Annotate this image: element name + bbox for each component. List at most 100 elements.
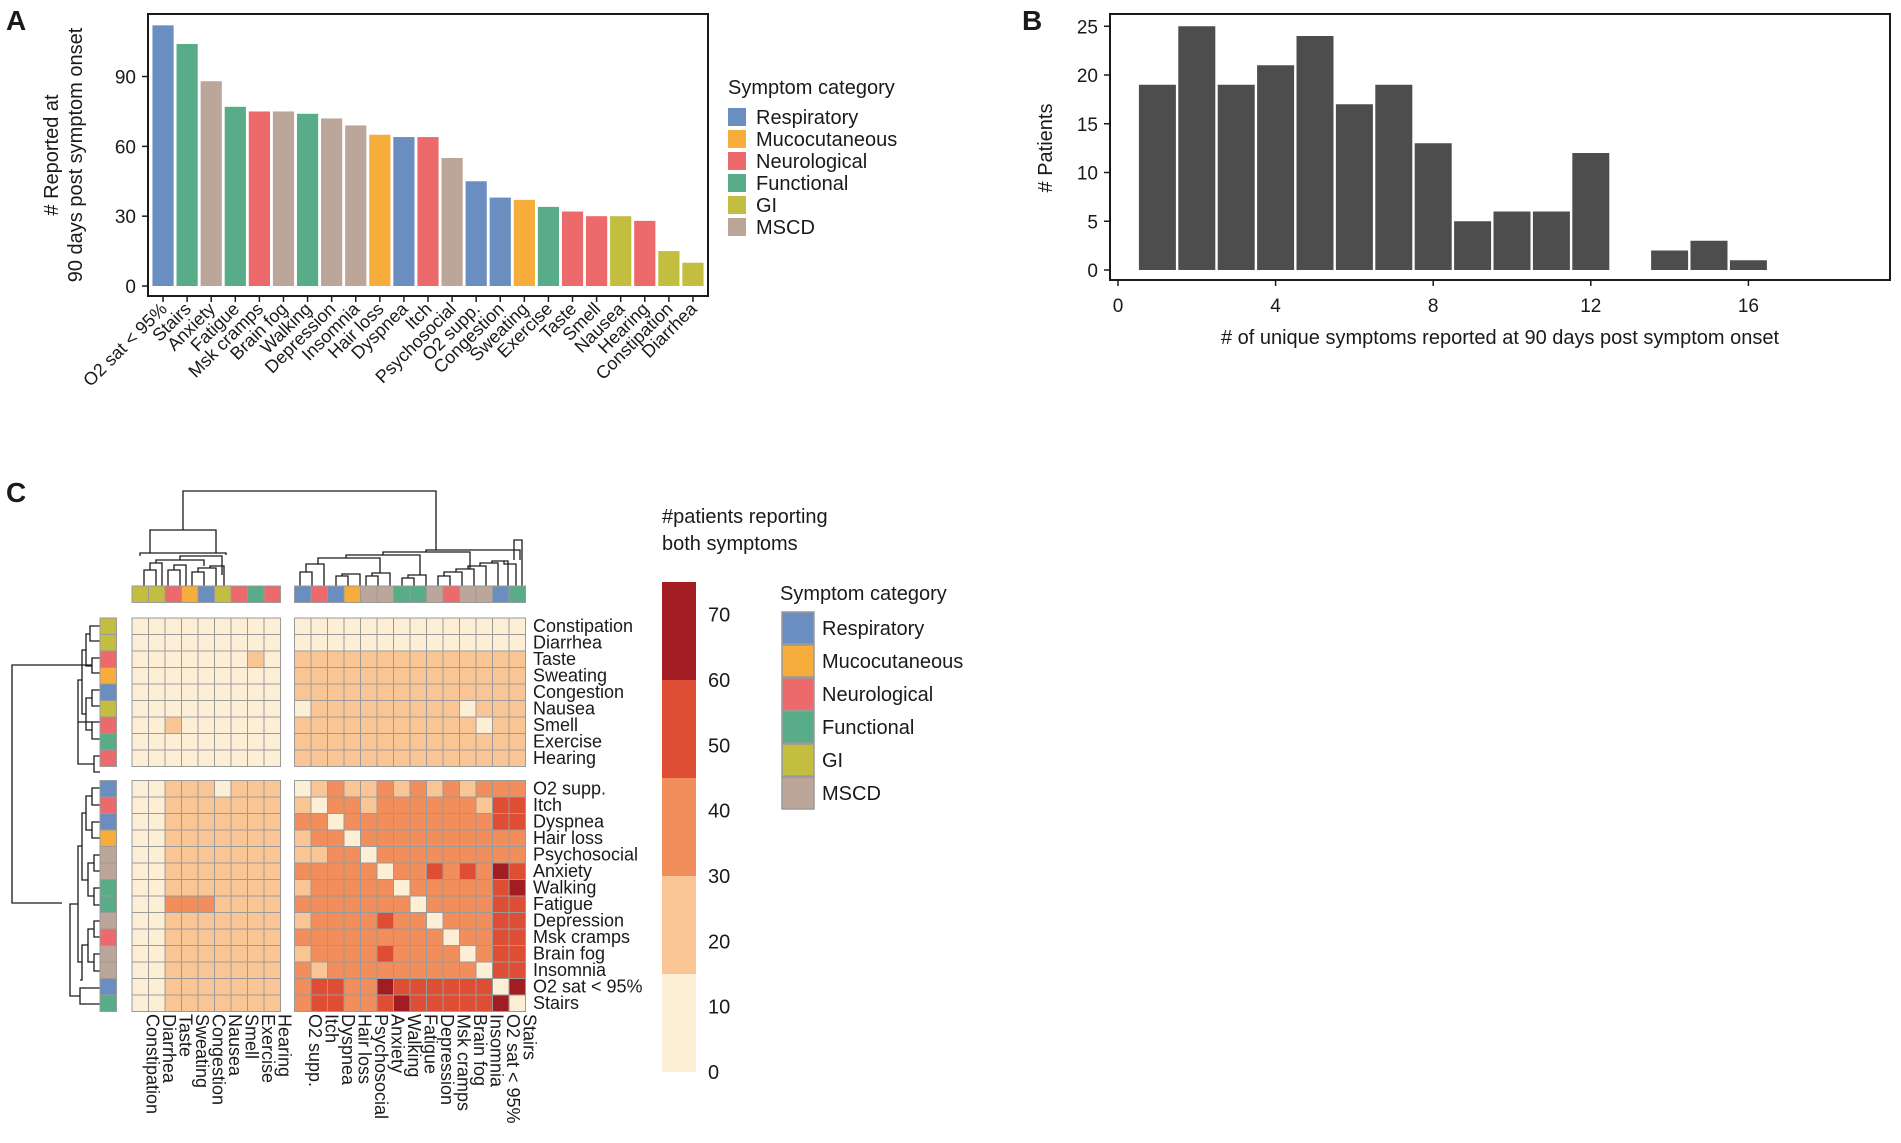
cell-hearing--constipation <box>131 749 149 767</box>
row-annot-brain-fog <box>99 945 117 963</box>
col-annot-smell <box>230 585 248 603</box>
cell-o2-supp--psychosocial <box>360 780 378 798</box>
cell-diarrhea--hearing <box>263 634 281 652</box>
cell-fatigue--diarrhea <box>148 895 166 913</box>
cell-itch--hair-loss <box>343 796 361 814</box>
cell-exercise--anxiety <box>376 733 394 751</box>
cell-insomnia--constipation <box>131 961 149 979</box>
cell-hair-loss--constipation <box>131 829 149 847</box>
cell-sweating--diarrhea <box>148 667 166 685</box>
panel-b-bar-14 <box>1651 250 1689 270</box>
cell-stairs--sweating <box>181 994 199 1012</box>
cell-o2-supp--hair-loss <box>343 780 361 798</box>
row-label-insomnia: Insomnia <box>533 960 607 980</box>
cell-sweating--itch <box>310 667 328 685</box>
col-annot-o2-sat-95 <box>492 585 510 603</box>
col-annot-hair-loss <box>343 585 361 603</box>
cell-insomnia--o2-supp <box>294 961 312 979</box>
legend-a-label-functional: Functional <box>756 173 848 195</box>
row-label-anxiety: Anxiety <box>533 861 592 881</box>
cell-exercise--dyspnea <box>327 733 345 751</box>
cell-o2-supp--stairs <box>508 780 526 798</box>
cell-taste--insomnia <box>475 650 493 668</box>
panel-c-column-labels: ConstipationDiarrheaTasteSweatingCongest… <box>142 1014 539 1124</box>
bar-fatigue <box>224 106 246 286</box>
cell-sweating--hair-loss <box>343 667 361 685</box>
cell-exercise--constipation <box>131 733 149 751</box>
cell-hearing--itch <box>310 749 328 767</box>
col-annot-anxiety <box>376 585 394 603</box>
cell-anxiety--o2-sat-95 <box>492 862 510 880</box>
cell-stairs--itch <box>310 994 328 1012</box>
cell-anxiety--itch <box>310 862 328 880</box>
cell-anxiety--diarrhea <box>148 862 166 880</box>
cell-exercise--stairs <box>508 733 526 751</box>
cell-depression--nausea <box>214 912 232 930</box>
bar-itch <box>417 137 439 286</box>
col-dendro-root <box>182 490 437 550</box>
cell-brain-fog--msk-cramps <box>442 945 460 963</box>
col-label-nausea: Nausea <box>225 1014 245 1077</box>
cell-o2-sat-95--insomnia <box>475 978 493 996</box>
row-annot-stairs <box>99 994 117 1012</box>
cell-diarrhea--exercise <box>247 634 265 652</box>
cell-diarrhea--dyspnea <box>327 634 345 652</box>
cell-msk-cramps--dyspnea <box>327 928 345 946</box>
bar-constipation <box>658 251 680 286</box>
legend-c-label-gi: GI <box>822 750 843 772</box>
cell-taste--taste <box>164 650 182 668</box>
cell-stairs--o2-supp <box>294 994 312 1012</box>
cell-dyspnea--psychosocial <box>360 813 378 831</box>
cell-itch--anxiety <box>376 796 394 814</box>
cell-diarrhea--congestion <box>197 634 215 652</box>
cell-stairs--constipation <box>131 994 149 1012</box>
cell-fatigue--walking <box>393 895 411 913</box>
cell-o2-supp--sweating <box>181 780 199 798</box>
panel-a-ylabel-line1: # Reported at <box>41 94 63 216</box>
cell-constipation--dyspnea <box>327 617 345 635</box>
cell-depression--fatigue <box>409 912 427 930</box>
cell-brain-fog--dyspnea <box>327 945 345 963</box>
col-label-o2-supp: O2 supp. <box>305 1014 325 1087</box>
cell-fatigue--constipation <box>131 895 149 913</box>
cell-hearing--taste <box>164 749 182 767</box>
panel-a-ylabel-line2: 90 days post symptom onset <box>65 27 87 282</box>
cell-hair-loss--fatigue <box>409 829 427 847</box>
cell-walking--msk-cramps <box>442 879 460 897</box>
cell-o2-sat-95--walking <box>393 978 411 996</box>
cell-psychosocial--congestion <box>197 846 215 864</box>
cell-fatigue--exercise <box>247 895 265 913</box>
panel-b-x-axis: 0 4 8 12 16 <box>1113 280 1759 317</box>
cell-congestion--walking <box>393 683 411 701</box>
cell-o2-supp--fatigue <box>409 780 427 798</box>
cell-itch--fatigue <box>409 796 427 814</box>
cell-psychosocial--nausea <box>214 846 232 864</box>
cell-hearing--insomnia <box>475 749 493 767</box>
cell-nausea--taste <box>164 700 182 718</box>
color-scale-tick-0: 0 <box>708 1062 719 1084</box>
cell-anxiety--brain-fog <box>459 862 477 880</box>
cell-walking--sweating <box>181 879 199 897</box>
col-label-o2-sat-95: O2 sat < 95% <box>503 1014 523 1124</box>
cell-nausea--smell <box>230 700 248 718</box>
legend-a-swatch-functional <box>728 174 746 192</box>
cell-stairs--msk-cramps <box>442 994 460 1012</box>
cell-nausea--fatigue <box>409 700 427 718</box>
panel-b-xtick-label-0: 0 <box>1113 296 1124 317</box>
bar-sweating <box>513 199 535 286</box>
cell-psychosocial--walking <box>393 846 411 864</box>
panel-b-label: B <box>1022 5 1042 36</box>
cell-nausea--insomnia <box>475 700 493 718</box>
col-annot-exercise <box>247 585 265 603</box>
col-annot-itch <box>310 585 328 603</box>
cell-psychosocial--exercise <box>247 846 265 864</box>
bar-congestion <box>489 197 511 286</box>
cell-diarrhea--fatigue <box>409 634 427 652</box>
cell-o2-sat-95--taste <box>164 978 182 996</box>
cell-fatigue--brain-fog <box>459 895 477 913</box>
cell-fatigue--hearing <box>263 895 281 913</box>
cell-anxiety--insomnia <box>475 862 493 880</box>
cell-o2-supp--taste <box>164 780 182 798</box>
cell-depression--hearing <box>263 912 281 930</box>
